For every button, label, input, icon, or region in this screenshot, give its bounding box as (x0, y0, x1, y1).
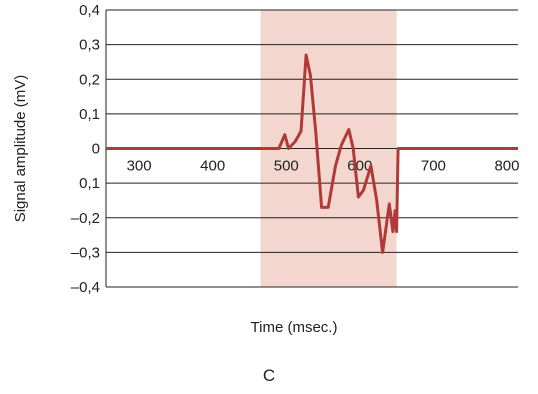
x-tick-label: 700 (421, 158, 446, 175)
panel-label: C (262, 366, 276, 385)
y-tick-label: –0,4 (71, 279, 100, 296)
x-tick-label: 400 (200, 158, 225, 175)
y-tick-label: –0,3 (71, 244, 100, 261)
y-tick-label: 0,1 (79, 106, 100, 123)
y-tick-labels: 0,4 0,3 0,2 0,1 0 0,1 –0,2 –0,3 –0,4 (71, 2, 100, 296)
y-tick-label: 0,4 (79, 2, 100, 19)
x-tick-label: 800 (494, 158, 519, 175)
signal-line (106, 53, 518, 254)
y-tick-label: 0,2 (79, 71, 100, 88)
x-tick-labels: 300 400 500 600 700 800 (127, 158, 520, 175)
y-axis-title: Signal amplitude (mV) (12, 75, 29, 223)
x-tick-label: 500 (274, 158, 299, 175)
x-tick-label: 300 (127, 158, 152, 175)
x-axis-title: Time (msec.) (251, 319, 338, 336)
y-tick-label: 0,1 (79, 175, 100, 192)
y-tick-label: 0 (92, 141, 100, 158)
y-tick-label: –0,2 (71, 210, 100, 227)
y-tick-label: 0,3 (79, 37, 100, 54)
